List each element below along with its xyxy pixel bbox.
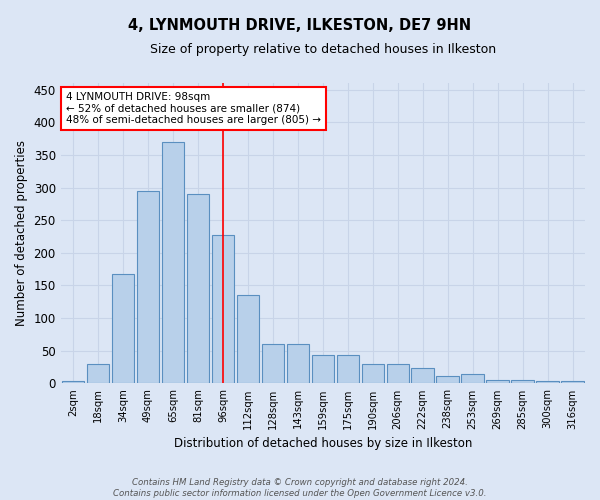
Bar	[536, 382, 559, 384]
Bar	[412, 368, 434, 384]
Text: Contains HM Land Registry data © Crown copyright and database right 2024.
Contai: Contains HM Land Registry data © Crown c…	[113, 478, 487, 498]
Bar	[87, 364, 109, 384]
Bar	[187, 194, 209, 384]
Bar	[561, 382, 584, 384]
Bar	[112, 274, 134, 384]
Text: 4, LYNMOUTH DRIVE, ILKESTON, DE7 9HN: 4, LYNMOUTH DRIVE, ILKESTON, DE7 9HN	[128, 18, 472, 32]
Bar	[487, 380, 509, 384]
Bar	[137, 191, 159, 384]
Bar	[311, 356, 334, 384]
Bar	[362, 364, 384, 384]
Bar	[62, 382, 85, 384]
Bar	[461, 374, 484, 384]
Bar	[236, 296, 259, 384]
Bar	[287, 344, 309, 384]
Bar	[262, 344, 284, 384]
Text: 4 LYNMOUTH DRIVE: 98sqm
← 52% of detached houses are smaller (874)
48% of semi-d: 4 LYNMOUTH DRIVE: 98sqm ← 52% of detache…	[66, 92, 321, 126]
Bar	[162, 142, 184, 384]
Bar	[337, 356, 359, 384]
Bar	[511, 380, 534, 384]
Title: Size of property relative to detached houses in Ilkeston: Size of property relative to detached ho…	[150, 42, 496, 56]
Bar	[386, 364, 409, 384]
Bar	[212, 235, 234, 384]
X-axis label: Distribution of detached houses by size in Ilkeston: Distribution of detached houses by size …	[173, 437, 472, 450]
Bar	[436, 376, 459, 384]
Y-axis label: Number of detached properties: Number of detached properties	[15, 140, 28, 326]
